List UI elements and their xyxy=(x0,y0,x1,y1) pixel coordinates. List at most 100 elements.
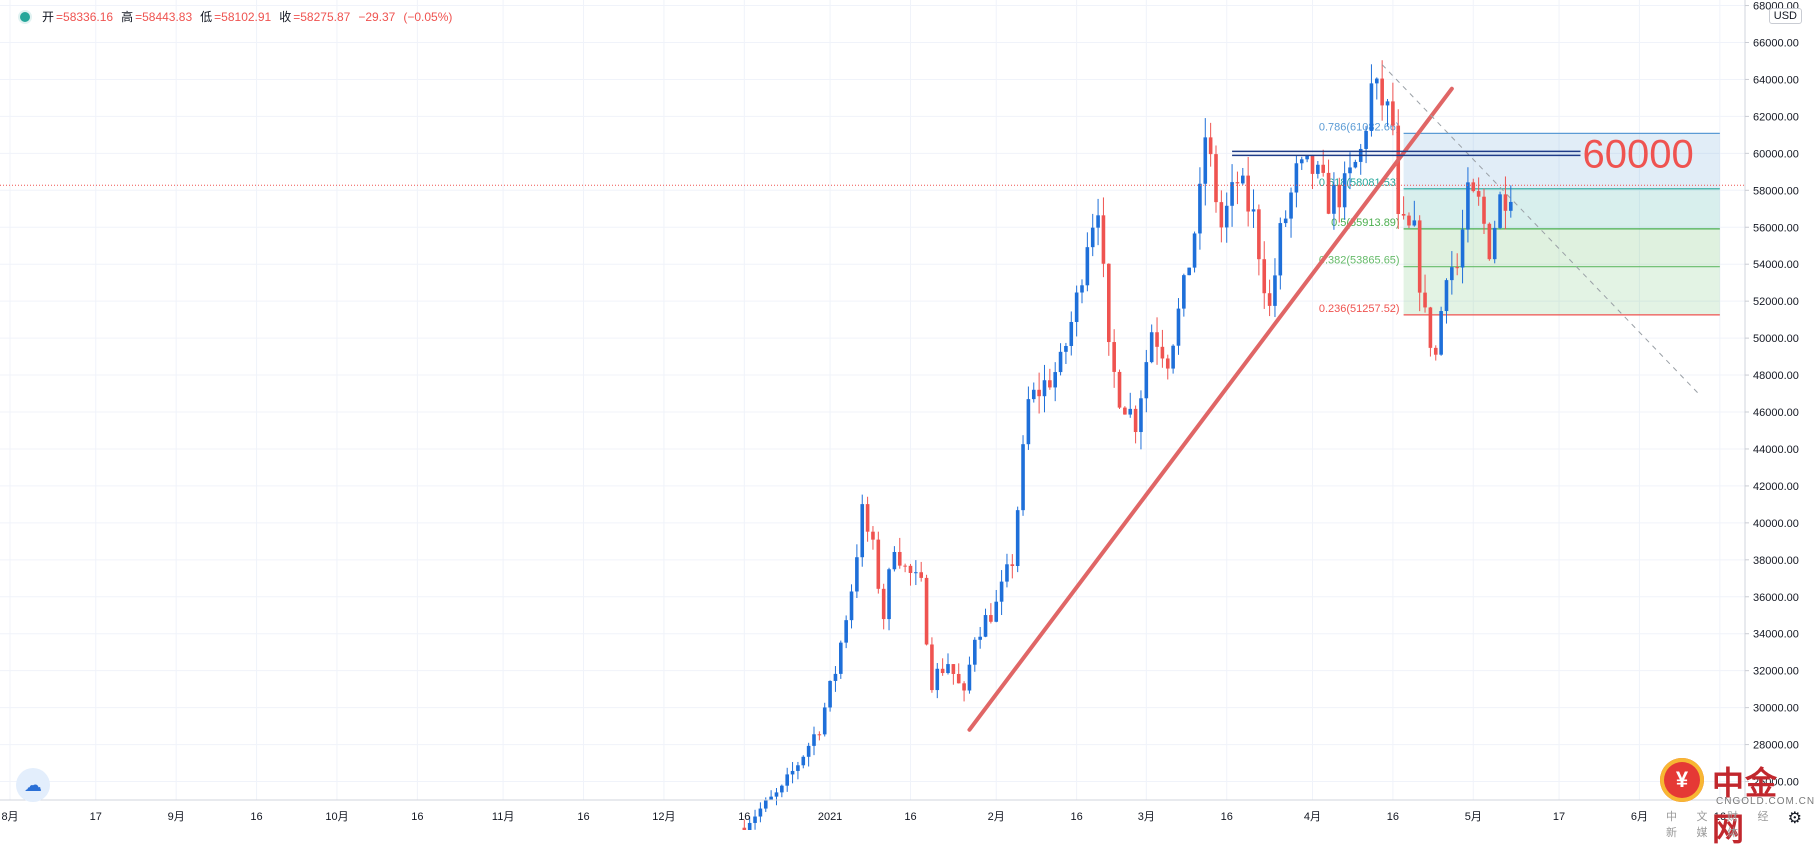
candle-body xyxy=(1353,161,1358,168)
change-percent: (−0.05%) xyxy=(403,10,453,24)
x-tick-label: 4月 xyxy=(1304,811,1321,823)
candle-body xyxy=(1203,137,1208,184)
x-tick-label: 16 xyxy=(1071,811,1083,823)
price-axis-bg xyxy=(1745,0,1816,830)
y-tick-label: 50000.00 xyxy=(1753,333,1799,345)
candle-body xyxy=(1037,389,1041,397)
x-tick-label: 16 xyxy=(904,811,916,823)
x-tick-label: 17 xyxy=(90,811,102,823)
candle-body xyxy=(1117,371,1122,408)
candle-body xyxy=(1005,564,1009,582)
candle-body xyxy=(763,799,768,809)
candle-body xyxy=(1509,201,1513,211)
candle-body xyxy=(855,557,859,592)
candle-body xyxy=(1423,292,1427,308)
cngold-watermark: ¥ 中金网 CNGOLD.COM.CN 中 文 财 经 新 媒 体 xyxy=(1660,754,1814,848)
y-tick-label: 66000.00 xyxy=(1753,37,1799,49)
candle-body xyxy=(1305,155,1309,160)
candle-body xyxy=(1412,220,1417,226)
candle-body xyxy=(1160,346,1165,359)
y-tick-label: 36000.00 xyxy=(1753,592,1799,604)
candle-body xyxy=(1439,311,1443,355)
candle-body xyxy=(1498,194,1502,228)
open-label: 开 xyxy=(42,10,55,24)
candle-body xyxy=(1482,196,1486,224)
candle-body xyxy=(1503,194,1508,211)
candle-body xyxy=(1492,227,1497,260)
candle-body xyxy=(1257,209,1261,260)
candle-body xyxy=(1182,275,1186,309)
candle-body xyxy=(1391,101,1395,126)
fib-zone xyxy=(1403,228,1720,267)
watermark-subtitle: 中 文 财 经 新 媒 体 xyxy=(1666,810,1777,839)
candle-body xyxy=(1053,372,1057,388)
candle-body xyxy=(1316,164,1320,174)
candle-body xyxy=(839,642,843,674)
candle-body xyxy=(994,601,999,622)
currency-badge[interactable]: USD xyxy=(1768,8,1802,24)
candle-body xyxy=(1069,321,1074,346)
candle-body xyxy=(978,636,982,640)
x-tick-label: 16 xyxy=(738,811,750,823)
candle-body xyxy=(828,680,832,708)
candle-body xyxy=(1112,342,1116,372)
candle-body xyxy=(1417,220,1422,293)
candle-body xyxy=(1375,78,1379,84)
candle-body xyxy=(1348,167,1352,174)
candle-body xyxy=(1450,267,1454,281)
change-value: −29.37 xyxy=(358,10,396,24)
candle-body xyxy=(1444,280,1449,312)
tradingview-cloud-icon[interactable]: ☁ xyxy=(16,768,50,802)
candle-body xyxy=(801,756,806,766)
y-tick-label: 34000.00 xyxy=(1753,629,1799,641)
candle-body xyxy=(892,551,897,570)
candle-body xyxy=(1487,223,1492,260)
gear-icon[interactable]: ⚙ xyxy=(1787,810,1802,827)
x-tick-label: 8月 xyxy=(1,811,18,823)
candle-body xyxy=(1155,332,1159,347)
candle-body xyxy=(1123,407,1127,415)
y-tick-label: 26000.00 xyxy=(1753,777,1799,789)
candle-body xyxy=(1283,218,1288,224)
candle-body xyxy=(849,591,854,621)
candle-body xyxy=(876,539,881,589)
x-tick-label: 3月 xyxy=(1138,811,1155,823)
candle-body xyxy=(897,551,902,566)
candle-body xyxy=(956,673,961,684)
candle-body xyxy=(1021,444,1025,511)
y-tick-label: 38000.00 xyxy=(1753,555,1799,567)
candle-body xyxy=(822,707,827,735)
resistance-big-label: 60000 xyxy=(1582,132,1693,176)
candle-body xyxy=(973,639,977,665)
fib-zone xyxy=(1403,133,1720,189)
candle-body xyxy=(919,572,923,578)
candle-body xyxy=(790,770,795,775)
candle-body xyxy=(1139,398,1143,433)
candle-body xyxy=(1101,215,1106,264)
y-tick-label: 30000.00 xyxy=(1753,703,1799,715)
candle-body xyxy=(747,822,752,831)
candle-body xyxy=(1219,202,1224,228)
candle-body xyxy=(1246,175,1250,212)
candle-body xyxy=(1289,192,1293,219)
fib-level-label: 0.5(55913.89) xyxy=(1331,217,1400,229)
candle-body xyxy=(1332,184,1336,214)
candle-body xyxy=(1433,347,1438,355)
candle-body xyxy=(1337,184,1342,208)
candle-body xyxy=(833,673,838,681)
candle-body xyxy=(1042,380,1047,397)
x-tick-label: 2021 xyxy=(818,811,842,823)
candle-body xyxy=(1380,78,1384,106)
x-tick-label: 11月 xyxy=(492,811,514,823)
x-tick-label: 2月 xyxy=(988,811,1005,823)
candle-body xyxy=(758,808,763,817)
status-dot-icon[interactable] xyxy=(18,10,32,24)
y-tick-label: 48000.00 xyxy=(1753,370,1799,382)
ohlc-legend: 开 =58336.16 高 =58443.83 低 =58102.91 收 =58275… xyxy=(8,5,460,29)
candle-body xyxy=(1176,308,1181,346)
candle-body xyxy=(1144,362,1149,399)
y-tick-label: 58000.00 xyxy=(1753,185,1799,197)
close-value: =58275.87 xyxy=(293,10,351,24)
